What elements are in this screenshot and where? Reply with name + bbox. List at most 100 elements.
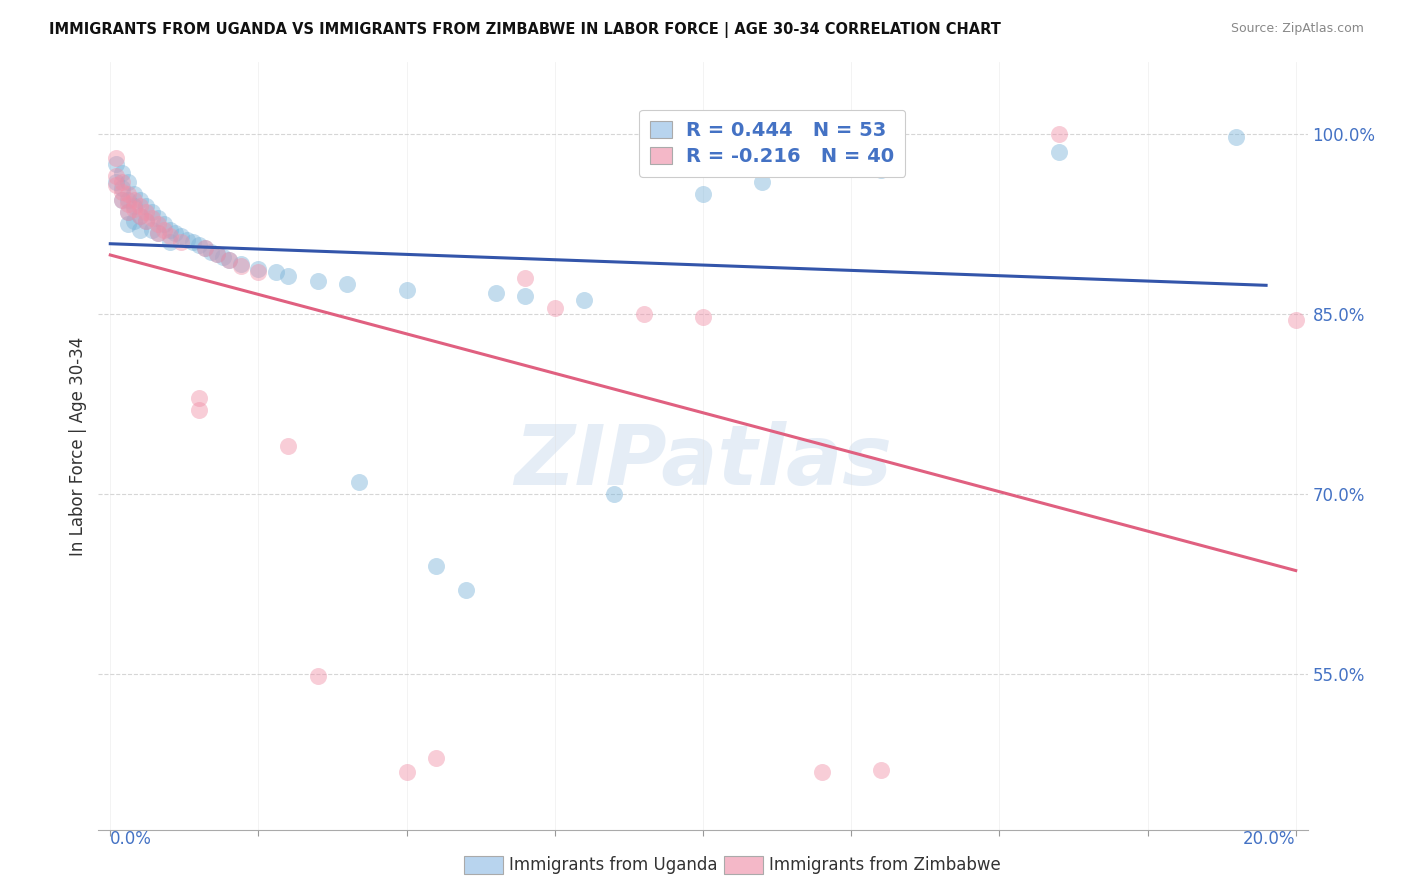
Point: [159, 223, 181, 237]
Point: [1285, 313, 1308, 327]
Point: [117, 205, 139, 219]
Point: [229, 259, 252, 273]
Point: [264, 265, 287, 279]
Point: [188, 391, 211, 405]
Point: [188, 237, 211, 252]
Point: [181, 235, 204, 250]
Text: Immigrants from Zimbabwe: Immigrants from Zimbabwe: [769, 856, 1001, 874]
Point: [1225, 129, 1247, 144]
Y-axis label: In Labor Force | Age 30-34: In Labor Force | Age 30-34: [69, 336, 87, 556]
Point: [159, 229, 181, 244]
Point: [117, 217, 139, 231]
Point: [229, 257, 252, 271]
Point: [111, 185, 134, 199]
Point: [1047, 128, 1070, 142]
Point: [194, 241, 217, 255]
Point: [141, 223, 163, 237]
Point: [454, 582, 477, 597]
Point: [146, 226, 169, 240]
Point: [135, 213, 157, 227]
Point: [395, 283, 418, 297]
Point: [111, 194, 134, 208]
Point: [347, 475, 370, 489]
Point: [170, 229, 193, 244]
Point: [218, 253, 240, 268]
Point: [122, 213, 145, 227]
Point: [117, 194, 139, 208]
Point: [135, 205, 157, 219]
Point: [122, 199, 145, 213]
Point: [200, 244, 222, 259]
Point: [117, 197, 139, 211]
Legend: R = 0.444   N = 53, R = -0.216   N = 40: R = 0.444 N = 53, R = -0.216 N = 40: [640, 110, 905, 177]
Point: [277, 268, 299, 283]
Point: [129, 194, 152, 208]
Point: [212, 250, 235, 264]
Point: [277, 439, 299, 453]
Text: Immigrants from Uganda: Immigrants from Uganda: [509, 856, 717, 874]
Point: [692, 310, 714, 324]
Point: [105, 169, 128, 184]
Point: [170, 235, 193, 250]
Point: [336, 277, 359, 292]
Point: [603, 487, 626, 501]
Point: [111, 166, 134, 180]
Point: [122, 187, 145, 202]
Point: [425, 558, 447, 573]
Point: [1047, 145, 1070, 160]
Point: [692, 187, 714, 202]
Point: [105, 157, 128, 171]
Point: [247, 261, 270, 276]
Point: [515, 271, 537, 285]
Point: [869, 163, 891, 178]
Point: [105, 178, 128, 192]
Point: [117, 175, 139, 189]
Point: [122, 202, 145, 216]
Point: [122, 194, 145, 208]
Point: [117, 187, 139, 202]
Point: [425, 750, 447, 764]
Point: [146, 217, 169, 231]
Point: [129, 199, 152, 213]
Point: [544, 301, 567, 315]
Point: [111, 181, 134, 195]
Point: [869, 763, 891, 777]
Point: [152, 223, 174, 237]
Point: [141, 211, 163, 226]
Point: [146, 211, 169, 226]
Point: [247, 265, 270, 279]
Point: [159, 235, 181, 250]
Point: [205, 247, 228, 261]
Text: 20.0%: 20.0%: [1243, 830, 1296, 847]
Point: [111, 194, 134, 208]
Point: [146, 226, 169, 240]
Point: [194, 241, 217, 255]
Point: [484, 285, 506, 300]
Point: [633, 307, 655, 321]
Text: IMMIGRANTS FROM UGANDA VS IMMIGRANTS FROM ZIMBABWE IN LABOR FORCE | AGE 30-34 CO: IMMIGRANTS FROM UGANDA VS IMMIGRANTS FRO…: [49, 22, 1001, 38]
Point: [395, 765, 418, 780]
Point: [111, 175, 134, 189]
Point: [135, 213, 157, 227]
Point: [574, 293, 596, 307]
Point: [129, 209, 152, 223]
Point: [307, 669, 329, 683]
Point: [810, 765, 832, 780]
Point: [129, 223, 152, 237]
Text: 0.0%: 0.0%: [110, 830, 152, 847]
Point: [515, 289, 537, 303]
Point: [165, 226, 187, 240]
Point: [105, 152, 128, 166]
Point: [307, 274, 329, 288]
Point: [188, 403, 211, 417]
Text: ZIPatlas: ZIPatlas: [515, 421, 891, 502]
Text: Source: ZipAtlas.com: Source: ZipAtlas.com: [1230, 22, 1364, 36]
Point: [105, 175, 128, 189]
Point: [152, 217, 174, 231]
Point: [135, 199, 157, 213]
Point: [117, 205, 139, 219]
Point: [129, 209, 152, 223]
Point: [176, 233, 198, 247]
Point: [141, 205, 163, 219]
Point: [218, 253, 240, 268]
